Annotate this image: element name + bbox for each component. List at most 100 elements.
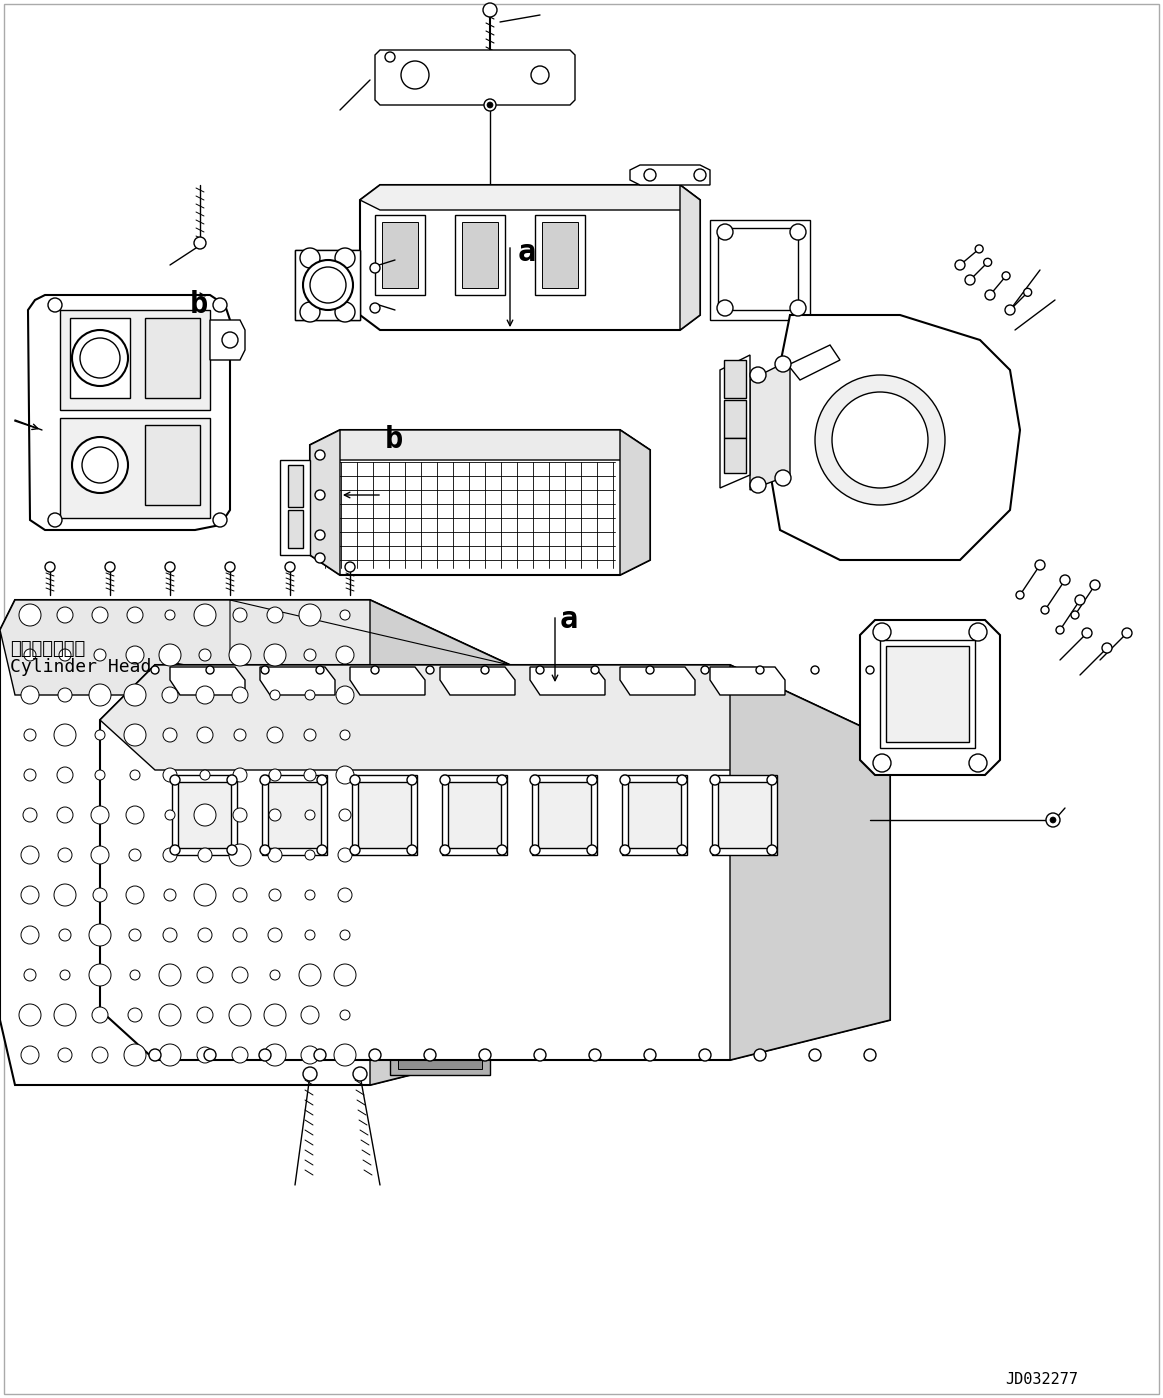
Circle shape bbox=[301, 1007, 319, 1023]
Circle shape bbox=[299, 604, 321, 626]
Bar bbox=[886, 646, 969, 742]
Circle shape bbox=[229, 644, 251, 665]
Polygon shape bbox=[750, 361, 790, 491]
Circle shape bbox=[224, 562, 235, 572]
Bar bbox=[358, 781, 411, 849]
Circle shape bbox=[267, 727, 283, 742]
Circle shape bbox=[440, 844, 450, 856]
Circle shape bbox=[645, 665, 654, 674]
Polygon shape bbox=[530, 667, 605, 695]
Circle shape bbox=[301, 1046, 319, 1064]
Polygon shape bbox=[0, 600, 511, 695]
Circle shape bbox=[336, 766, 354, 784]
Circle shape bbox=[1090, 580, 1100, 590]
Text: JD032277: JD032277 bbox=[1005, 1371, 1078, 1387]
Bar bbox=[531, 774, 597, 856]
Circle shape bbox=[407, 774, 418, 786]
Circle shape bbox=[127, 607, 143, 624]
Circle shape bbox=[1005, 305, 1015, 315]
Circle shape bbox=[267, 928, 281, 942]
Circle shape bbox=[336, 686, 354, 705]
Circle shape bbox=[354, 1067, 368, 1081]
Circle shape bbox=[57, 607, 73, 624]
Bar bbox=[398, 801, 481, 844]
Polygon shape bbox=[295, 250, 361, 320]
Circle shape bbox=[315, 554, 324, 563]
Circle shape bbox=[213, 513, 227, 527]
Circle shape bbox=[305, 930, 315, 939]
Circle shape bbox=[484, 99, 495, 110]
Circle shape bbox=[756, 665, 764, 674]
Text: b: b bbox=[385, 425, 404, 454]
Circle shape bbox=[1041, 605, 1049, 614]
Polygon shape bbox=[361, 185, 700, 210]
Circle shape bbox=[385, 52, 395, 62]
Circle shape bbox=[94, 649, 106, 661]
Circle shape bbox=[335, 302, 355, 322]
Circle shape bbox=[126, 886, 144, 905]
Circle shape bbox=[497, 844, 507, 856]
Circle shape bbox=[194, 884, 216, 906]
Bar bbox=[398, 726, 481, 769]
Bar bbox=[60, 418, 211, 519]
Circle shape bbox=[677, 844, 687, 856]
Circle shape bbox=[1046, 814, 1059, 828]
Bar bbox=[374, 215, 424, 295]
Bar bbox=[455, 215, 505, 295]
Circle shape bbox=[299, 965, 321, 986]
Polygon shape bbox=[720, 355, 750, 488]
Circle shape bbox=[709, 844, 720, 856]
Polygon shape bbox=[170, 667, 245, 695]
Circle shape bbox=[984, 259, 992, 267]
Circle shape bbox=[587, 774, 597, 786]
Circle shape bbox=[231, 967, 248, 983]
Circle shape bbox=[270, 691, 280, 700]
Circle shape bbox=[126, 646, 144, 664]
Circle shape bbox=[811, 665, 819, 674]
Circle shape bbox=[231, 1047, 248, 1062]
Circle shape bbox=[21, 1046, 40, 1064]
Text: b: b bbox=[190, 289, 208, 319]
Circle shape bbox=[229, 1004, 251, 1026]
Circle shape bbox=[864, 1048, 876, 1061]
Circle shape bbox=[350, 774, 361, 786]
Circle shape bbox=[159, 965, 181, 986]
Circle shape bbox=[1059, 575, 1070, 584]
Circle shape bbox=[536, 665, 544, 674]
Polygon shape bbox=[311, 431, 340, 575]
Circle shape bbox=[534, 1048, 545, 1061]
Circle shape bbox=[620, 774, 630, 786]
Polygon shape bbox=[680, 185, 700, 330]
Circle shape bbox=[95, 730, 105, 740]
Circle shape bbox=[531, 66, 549, 84]
Circle shape bbox=[317, 844, 327, 856]
Circle shape bbox=[53, 724, 76, 747]
Circle shape bbox=[19, 1004, 41, 1026]
Circle shape bbox=[1050, 816, 1056, 823]
Circle shape bbox=[261, 844, 270, 856]
Circle shape bbox=[587, 844, 597, 856]
Circle shape bbox=[92, 1007, 108, 1023]
Circle shape bbox=[198, 928, 212, 942]
Circle shape bbox=[95, 770, 105, 780]
Circle shape bbox=[130, 770, 140, 780]
Circle shape bbox=[159, 644, 181, 665]
Polygon shape bbox=[0, 600, 511, 1085]
Circle shape bbox=[259, 1048, 271, 1061]
Circle shape bbox=[128, 1008, 142, 1022]
Circle shape bbox=[261, 774, 270, 786]
Circle shape bbox=[1122, 628, 1132, 637]
Bar bbox=[304, 266, 354, 313]
Circle shape bbox=[165, 610, 174, 619]
Circle shape bbox=[1071, 611, 1079, 619]
Circle shape bbox=[91, 807, 109, 823]
Circle shape bbox=[350, 844, 361, 856]
Circle shape bbox=[305, 850, 315, 860]
Circle shape bbox=[487, 102, 493, 108]
Circle shape bbox=[197, 1047, 213, 1062]
Circle shape bbox=[694, 169, 706, 180]
Circle shape bbox=[270, 970, 280, 980]
Polygon shape bbox=[211, 320, 245, 361]
Circle shape bbox=[1082, 628, 1092, 637]
Polygon shape bbox=[789, 345, 840, 380]
